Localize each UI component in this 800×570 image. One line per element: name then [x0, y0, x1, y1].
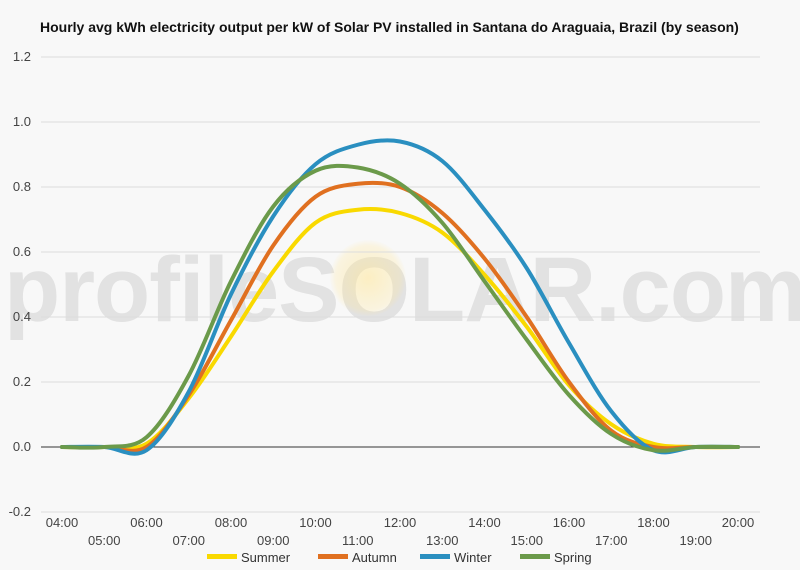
x-tick-label: 06:00 — [130, 515, 163, 530]
legend-swatch-winter — [420, 554, 450, 559]
legend-swatch-autumn — [318, 554, 348, 559]
y-tick-label: 1.2 — [13, 49, 31, 64]
y-tick-label: 0.0 — [13, 439, 31, 454]
series-line-summer — [60, 207, 740, 451]
x-tick-label: 18:00 — [637, 515, 670, 530]
x-tick-label: 12:00 — [384, 515, 417, 530]
x-tick-label: 16:00 — [553, 515, 586, 530]
x-tick-label: 13:00 — [426, 533, 459, 548]
legend-swatch-summer — [207, 554, 237, 559]
legend-label-winter: Winter — [454, 550, 492, 565]
watermark-sun-icon — [330, 240, 406, 316]
x-tick-label: 10:00 — [299, 515, 332, 530]
x-tick-label: 08:00 — [215, 515, 248, 530]
x-tick-label: 07:00 — [172, 533, 205, 548]
y-tick-label: 0.8 — [13, 179, 31, 194]
x-tick-label: 09:00 — [257, 533, 290, 548]
chart-title: Hourly avg kWh electricity output per kW… — [40, 19, 739, 35]
x-tick-label: 20:00 — [722, 515, 755, 530]
x-tick-label: 11:00 — [342, 533, 374, 548]
x-tick-label: 15:00 — [510, 533, 543, 548]
y-tick-label: 0.6 — [13, 244, 31, 259]
legend-swatch-spring — [520, 554, 550, 559]
legend-label-autumn: Autumn — [352, 550, 397, 565]
y-tick-label: 0.4 — [13, 309, 31, 324]
y-tick-label: 1.0 — [13, 114, 31, 129]
x-tick-label: 14:00 — [468, 515, 501, 530]
legend-label-spring: Spring — [554, 550, 592, 565]
x-tick-label: 04:00 — [46, 515, 79, 530]
x-tick-label: 05:00 — [88, 533, 121, 548]
y-tick-label: 0.2 — [13, 374, 31, 389]
x-tick-label: 19:00 — [679, 533, 712, 548]
y-tick-label: -0.2 — [9, 504, 31, 519]
legend-label-summer: Summer — [241, 550, 291, 565]
series-line-spring — [60, 163, 740, 453]
series-line-winter — [60, 138, 740, 456]
x-tick-label: 17:00 — [595, 533, 628, 548]
